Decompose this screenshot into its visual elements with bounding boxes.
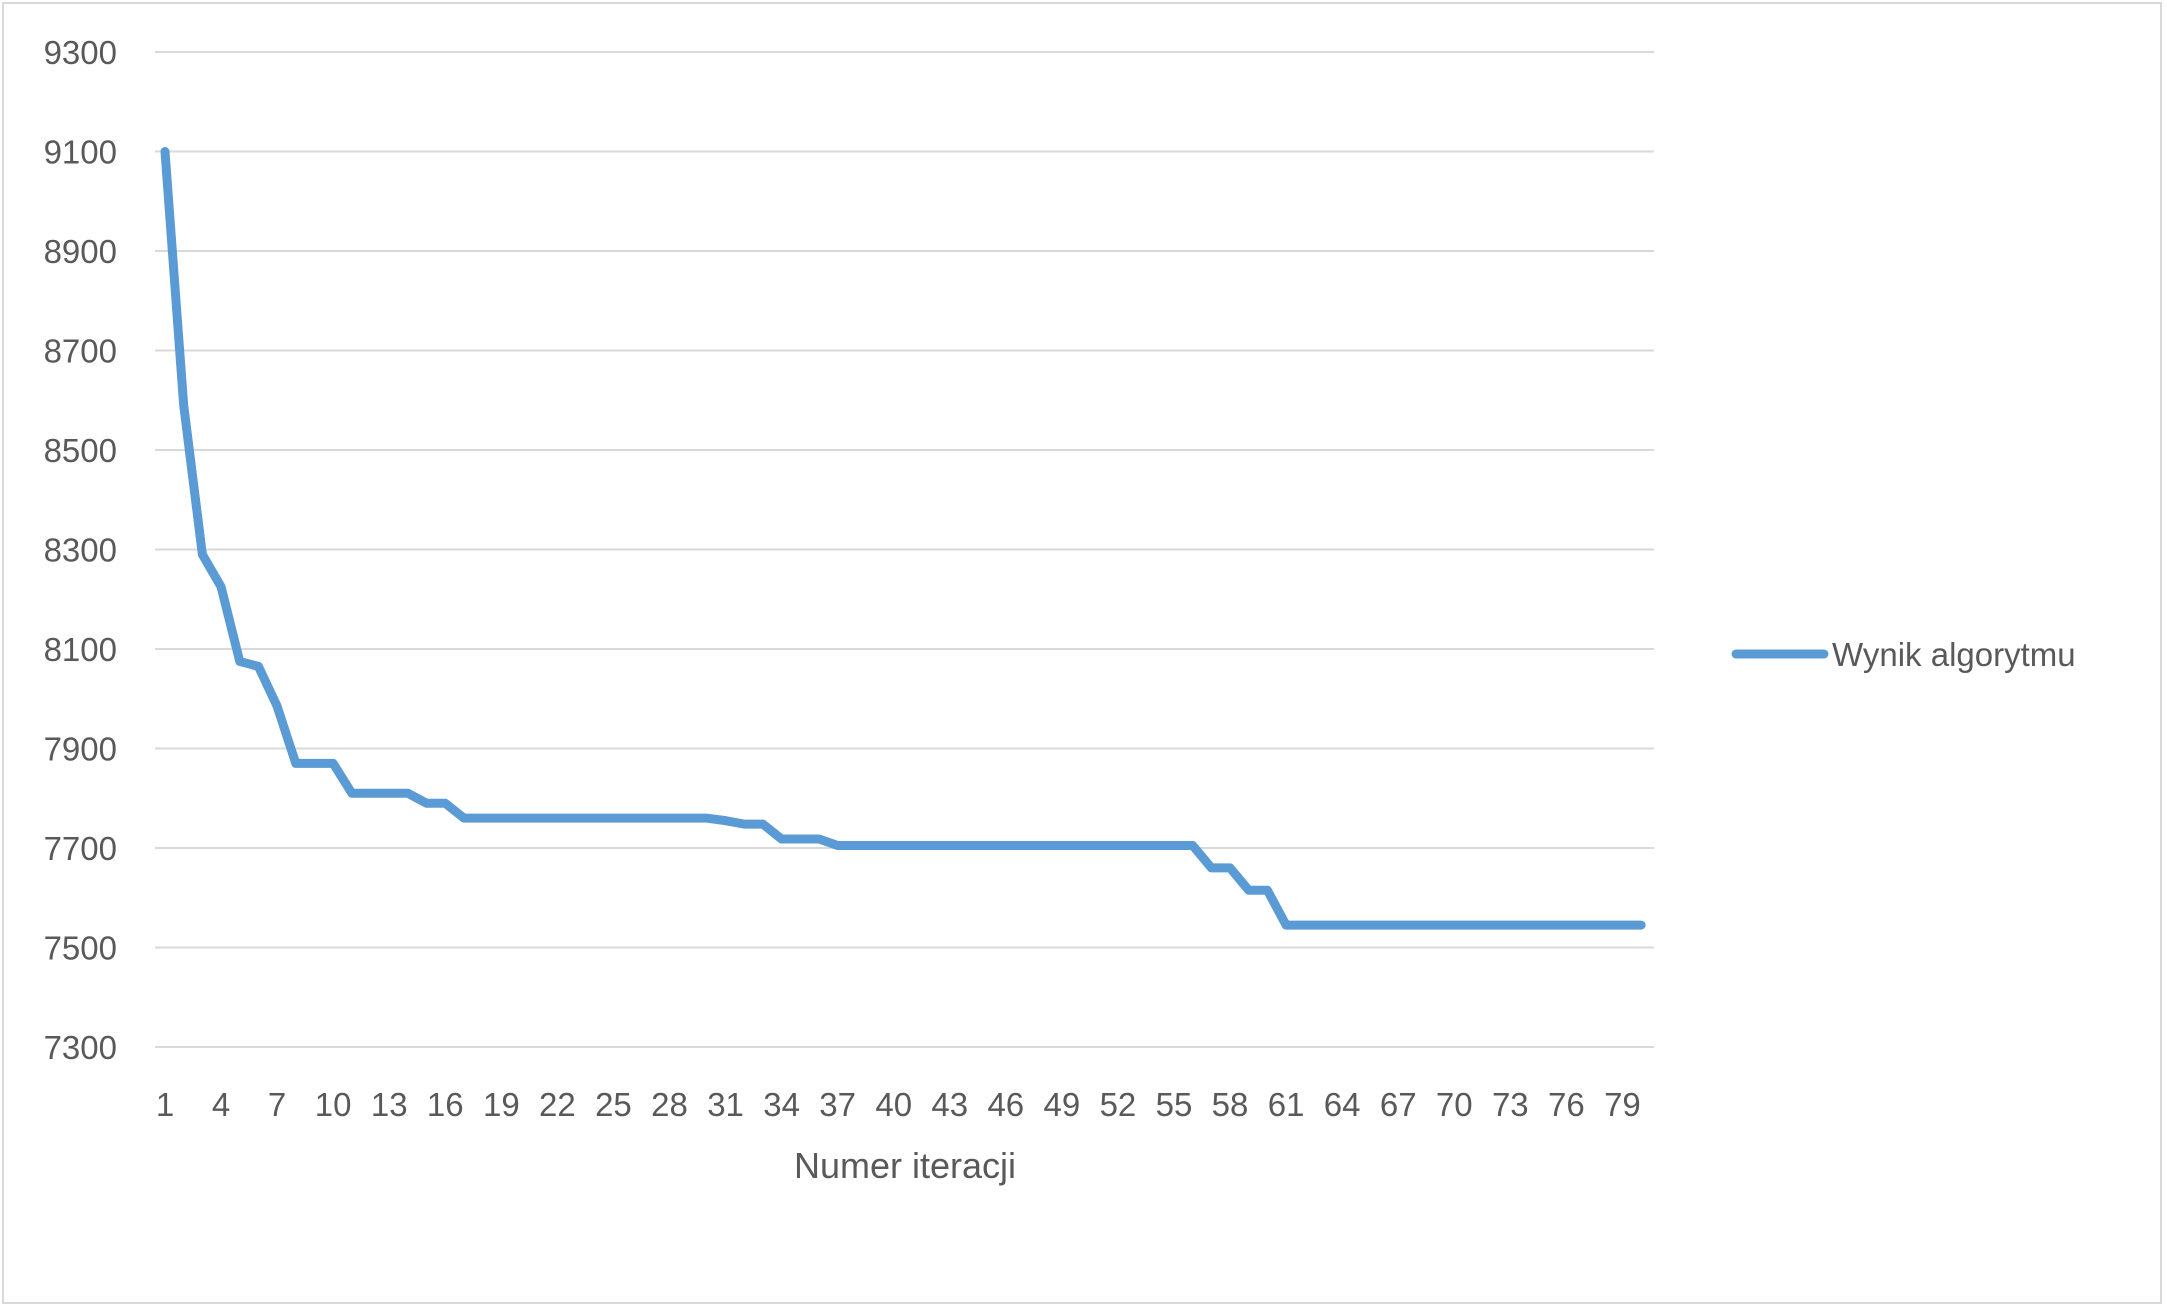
y-tick-label: 9300 [44,34,117,71]
x-tick-label: 70 [1436,1086,1473,1123]
y-tick-label: 7300 [44,1029,117,1066]
x-tick-label: 46 [987,1086,1024,1123]
series-lines [160,147,1646,930]
x-tick-label: 22 [539,1086,576,1123]
y-tick-label: 8900 [44,233,117,270]
series-line-wynik-algorytmu [160,147,1646,930]
y-tick-label: 8700 [44,333,117,370]
x-tick-label: 40 [875,1086,912,1123]
y-tick-label: 9100 [44,134,117,171]
legend-label-wynik-algorytmu: Wynik algorytmu [1832,636,2076,673]
x-tick-label: 73 [1492,1086,1529,1123]
x-tick-label: 13 [371,1086,408,1123]
x-tick-label: 34 [763,1086,800,1123]
x-axis-tick-labels: 1 4 7 10 13 16 19 22 25 28 31 34 37 40 43 46 49 52 55 58 61 6… [156,1086,1641,1123]
x-tick-label: 25 [595,1086,632,1123]
legend: Wynik algorytmu [1731,636,2076,673]
x-tick-label: 4 [212,1086,230,1123]
x-tick-label: 37 [819,1086,856,1123]
x-tick-label: 79 [1604,1086,1641,1123]
x-tick-label: 19 [483,1086,520,1123]
x-tick-label: 43 [931,1086,968,1123]
x-tick-label: 76 [1548,1086,1585,1123]
x-tick-label: 55 [1156,1086,1193,1123]
y-tick-label: 8500 [44,432,117,469]
x-tick-label: 31 [707,1086,744,1123]
y-tick-label: 7500 [44,930,117,967]
y-tick-label: 7900 [44,731,117,768]
x-tick-label: 10 [315,1086,352,1123]
x-tick-label: 49 [1044,1086,1081,1123]
y-tick-label: 7700 [44,830,117,867]
x-axis-title: Numer iteracji [794,1145,1016,1186]
line-chart: 7300 7500 7700 7900 8100 8300 8500 8700 8900 9100… [44,34,2076,1186]
x-tick-label: 64 [1324,1086,1361,1123]
x-tick-label: 58 [1212,1086,1249,1123]
gridlines [155,51,1654,1048]
y-tick-label: 8300 [44,532,117,569]
x-tick-label: 52 [1100,1086,1137,1123]
x-tick-label: 7 [268,1086,286,1123]
x-tick-label: 16 [427,1086,464,1123]
y-tick-label: 8100 [44,631,117,668]
x-tick-label: 1 [156,1086,174,1123]
x-tick-label: 61 [1268,1086,1305,1123]
x-tick-label: 28 [651,1086,688,1123]
x-tick-label: 67 [1380,1086,1417,1123]
y-axis-tick-labels: 7300 7500 7700 7900 8100 8300 8500 8700 8900 9100… [44,34,117,1066]
